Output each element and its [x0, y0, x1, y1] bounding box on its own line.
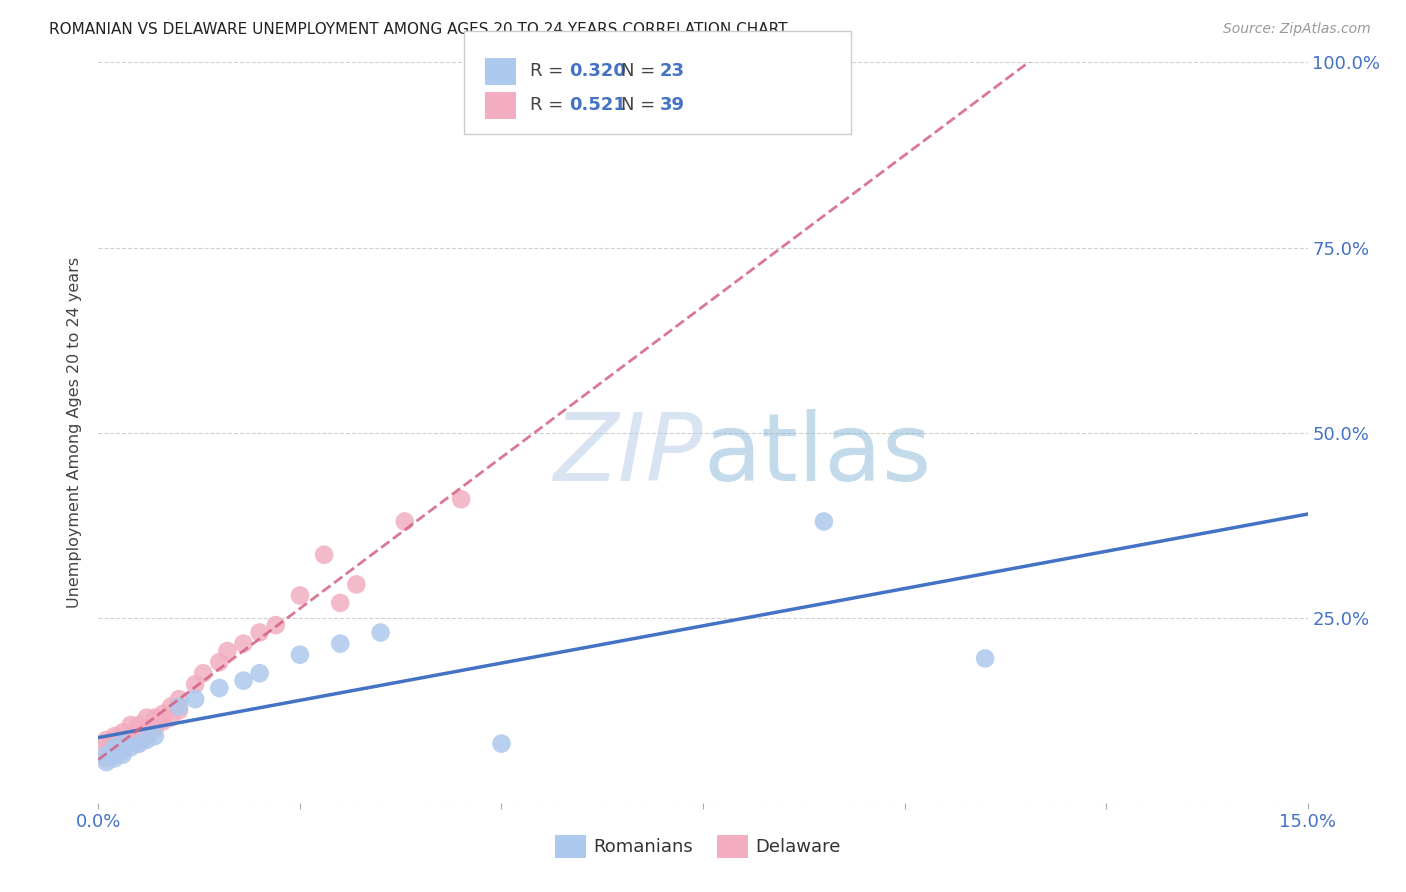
- Point: [128, 725, 150, 739]
- Text: N =: N =: [621, 96, 661, 114]
- Point: [232, 673, 254, 688]
- Point: [120, 737, 142, 751]
- Point: [167, 699, 190, 714]
- Point: [135, 722, 157, 736]
- Point: [96, 740, 118, 755]
- Point: [344, 577, 367, 591]
- Point: [152, 714, 174, 729]
- Point: [370, 625, 392, 640]
- Point: [208, 655, 231, 669]
- Text: atlas: atlas: [703, 409, 931, 500]
- Point: [103, 747, 125, 762]
- Text: ZIP: ZIP: [554, 409, 703, 500]
- Point: [96, 755, 118, 769]
- Point: [288, 648, 311, 662]
- Point: [128, 718, 150, 732]
- Point: [111, 744, 134, 758]
- Point: [160, 699, 183, 714]
- Point: [143, 711, 166, 725]
- Point: [232, 637, 254, 651]
- Point: [314, 548, 336, 562]
- Text: Romanians: Romanians: [593, 838, 693, 855]
- Point: [128, 737, 150, 751]
- Text: 0.320: 0.320: [569, 62, 626, 80]
- Point: [167, 703, 190, 717]
- Text: 39: 39: [659, 96, 685, 114]
- Text: R =: R =: [530, 62, 569, 80]
- Point: [111, 732, 134, 747]
- Point: [193, 666, 215, 681]
- Point: [128, 737, 150, 751]
- Point: [120, 718, 142, 732]
- Point: [135, 729, 157, 743]
- Text: 23: 23: [659, 62, 685, 80]
- Text: Source: ZipAtlas.com: Source: ZipAtlas.com: [1223, 22, 1371, 37]
- Point: [152, 706, 174, 721]
- Point: [450, 492, 472, 507]
- Point: [96, 751, 118, 765]
- Point: [249, 625, 271, 640]
- Point: [111, 737, 134, 751]
- Point: [329, 637, 352, 651]
- Point: [288, 589, 311, 603]
- Point: [103, 744, 125, 758]
- Point: [111, 725, 134, 739]
- Point: [103, 737, 125, 751]
- Point: [120, 740, 142, 755]
- Point: [184, 692, 207, 706]
- Point: [143, 722, 166, 736]
- Y-axis label: Unemployment Among Ages 20 to 24 years: Unemployment Among Ages 20 to 24 years: [67, 257, 83, 608]
- Point: [160, 711, 183, 725]
- Point: [103, 751, 125, 765]
- Point: [111, 740, 134, 755]
- Point: [135, 732, 157, 747]
- Point: [394, 515, 416, 529]
- Point: [96, 732, 118, 747]
- Point: [249, 666, 271, 681]
- Point: [217, 644, 239, 658]
- Point: [329, 596, 352, 610]
- Text: Delaware: Delaware: [755, 838, 841, 855]
- Point: [491, 737, 513, 751]
- Point: [103, 740, 125, 755]
- Point: [184, 677, 207, 691]
- Point: [96, 747, 118, 762]
- Text: ROMANIAN VS DELAWARE UNEMPLOYMENT AMONG AGES 20 TO 24 YEARS CORRELATION CHART: ROMANIAN VS DELAWARE UNEMPLOYMENT AMONG …: [49, 22, 787, 37]
- Point: [813, 515, 835, 529]
- Point: [135, 711, 157, 725]
- Text: 0.521: 0.521: [569, 96, 626, 114]
- Text: N =: N =: [621, 62, 661, 80]
- Point: [167, 692, 190, 706]
- Point: [143, 729, 166, 743]
- Point: [111, 747, 134, 762]
- Point: [264, 618, 287, 632]
- Point: [103, 729, 125, 743]
- Text: R =: R =: [530, 96, 569, 114]
- Point: [974, 651, 997, 665]
- Point: [208, 681, 231, 695]
- Point: [120, 725, 142, 739]
